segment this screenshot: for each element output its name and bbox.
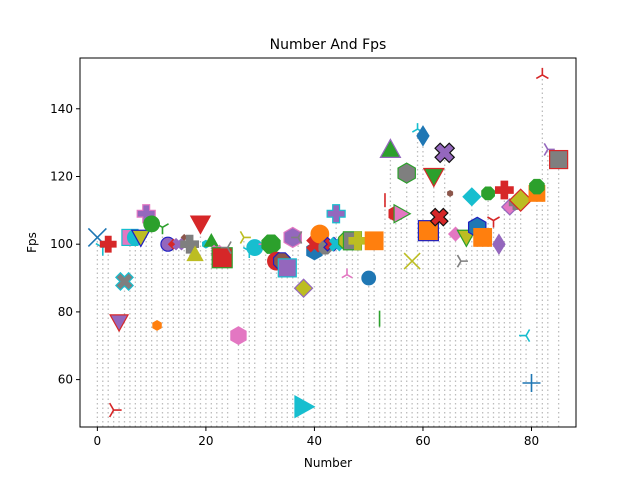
- data-point: [416, 125, 430, 147]
- x-tick-label: 80: [524, 434, 539, 448]
- data-point: [239, 230, 251, 244]
- data-point: [230, 326, 247, 346]
- y-tick-label: 120: [50, 169, 73, 183]
- y-tick-label: 60: [58, 373, 73, 387]
- data-point: [108, 402, 122, 418]
- data-point: [294, 395, 316, 419]
- y-tick-label: 80: [58, 305, 73, 319]
- data-point: [519, 329, 531, 343]
- data-point: [220, 241, 232, 255]
- data-point: [422, 167, 445, 188]
- data-point: [291, 230, 303, 244]
- data-point: [403, 252, 421, 270]
- plot-frame: [79, 57, 577, 428]
- data-point: [348, 231, 368, 251]
- data-point: [114, 271, 134, 291]
- data-point: [492, 233, 506, 255]
- data-point: [379, 138, 402, 158]
- data-point: [143, 215, 161, 233]
- data-markers: [87, 67, 569, 419]
- data-point: [364, 231, 384, 251]
- data-point: [434, 142, 456, 164]
- data-point: [508, 188, 533, 213]
- data-point: [156, 223, 169, 235]
- x-tick-label: 60: [415, 434, 430, 448]
- x-tick-label: 0: [94, 434, 102, 448]
- data-point: [447, 189, 454, 197]
- chart-title: Number And Fps: [270, 37, 387, 53]
- data-point: [397, 162, 416, 184]
- x-axis-ticks: 0 20 40 60 80: [94, 427, 539, 448]
- data-point: [361, 270, 377, 286]
- data-point: [130, 229, 151, 248]
- data-point: [326, 204, 346, 224]
- data-point: [429, 207, 449, 227]
- y-tick-label: 140: [50, 102, 73, 116]
- y-axis-label: Fps: [25, 232, 39, 253]
- data-point: [189, 215, 212, 235]
- data-point: [529, 178, 545, 195]
- data-point: [246, 239, 264, 256]
- data-point: [535, 67, 549, 80]
- data-point: [494, 180, 514, 200]
- data-point: [522, 373, 541, 392]
- x-axis-label: Number: [304, 456, 352, 470]
- data-point: [186, 245, 204, 262]
- data-point: [487, 216, 500, 228]
- data-point: [261, 234, 281, 254]
- data-point: [417, 220, 439, 242]
- data-point: [481, 186, 495, 201]
- data-point: [293, 278, 314, 299]
- data-point: [462, 187, 482, 207]
- data-point: [109, 314, 130, 333]
- x-tick-label: 40: [307, 434, 322, 448]
- data-point: [203, 232, 220, 247]
- data-point: [456, 254, 468, 268]
- y-tick-label: 100: [50, 237, 73, 251]
- data-point: [99, 235, 117, 253]
- data-point: [310, 224, 330, 244]
- x-tick-label: 20: [198, 434, 213, 448]
- data-point: [277, 258, 297, 278]
- data-point: [543, 142, 555, 156]
- data-point: [152, 319, 162, 331]
- data-point: [549, 149, 569, 170]
- data-point: [341, 268, 353, 279]
- data-point: [393, 203, 412, 224]
- y-axis-ticks: 60 80 100 120 140: [50, 102, 80, 387]
- data-point: [473, 228, 493, 247]
